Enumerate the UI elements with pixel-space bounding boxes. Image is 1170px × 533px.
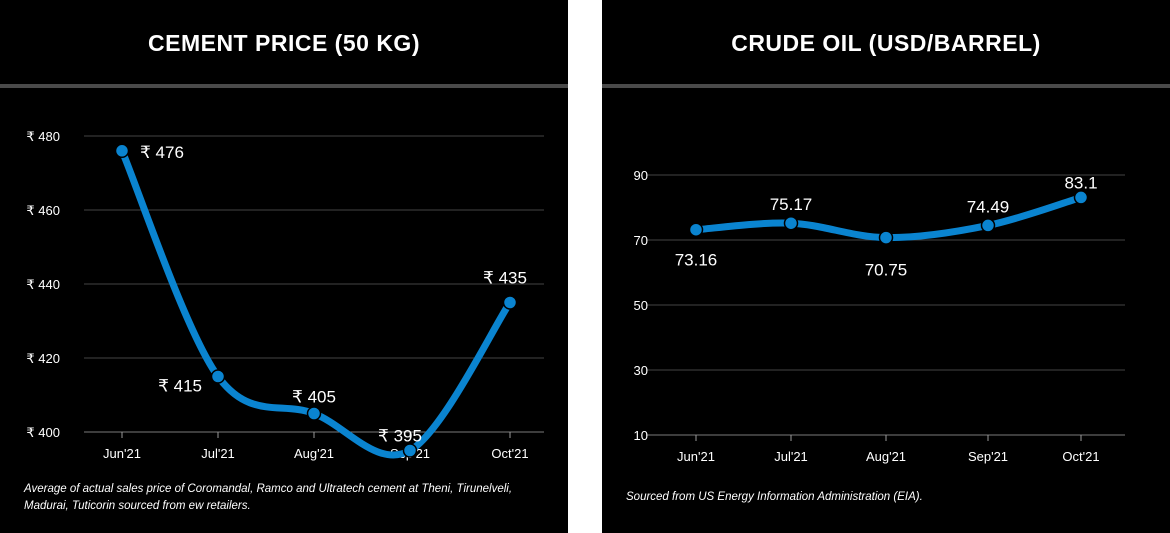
cement-chart-title: CEMENT PRICE (50 KG) [148, 30, 420, 56]
title-divider [602, 84, 1170, 88]
title-divider [0, 84, 568, 88]
cement-price-chart: ₹ 400 ₹ 420 ₹ 440 ₹ 460 ₹ 480 Jun'21 Jul'21 Aug… [26, 129, 544, 461]
data-point [502, 295, 518, 310]
crude-oil-panel: CRUDE OIL (USD/BARREL) 10 30 50 70 90 Jun'21 J… [602, 0, 1170, 533]
data-label: ₹ 405 [292, 388, 336, 407]
data-point [783, 215, 799, 231]
data-label: ₹ 435 [483, 269, 527, 288]
x-tick-label: Aug'21 [866, 449, 906, 464]
x-tick-label: Jul'21 [774, 449, 808, 464]
x-tick-label: Jul'21 [201, 446, 235, 461]
data-label: 83.1 [1064, 173, 1097, 192]
data-label: 70.75 [865, 261, 908, 280]
data-point [306, 406, 322, 421]
data-label: ₹ 476 [140, 143, 184, 162]
y-tick-label: ₹ 400 [26, 425, 60, 440]
data-point [402, 443, 418, 458]
x-tick-label: Oct'21 [491, 446, 528, 461]
x-tick-label: Jun'21 [103, 446, 141, 461]
cement-price-panel: CEMENT PRICE (50 KG) ₹ 400 ₹ 420 ₹ 440 ₹ 46… [0, 0, 568, 533]
x-tick-label: Aug'21 [294, 446, 334, 461]
y-tick-label: 10 [634, 428, 648, 443]
y-tick-label: ₹ 440 [26, 277, 60, 292]
crude-oil-chart: 10 30 50 70 90 Jun'21 Jul'21 Aug'21 Sep'21 Oct'21… [634, 168, 1125, 464]
x-tick-label: Jun'21 [677, 449, 715, 464]
y-tick-label: ₹ 460 [26, 203, 60, 218]
y-tick-label: 90 [634, 168, 648, 183]
x-tick-label: Sep'21 [968, 449, 1008, 464]
y-tick-label: ₹ 480 [26, 129, 60, 144]
y-tick-label: ₹ 420 [26, 351, 60, 366]
data-point [878, 230, 894, 245]
data-label: 73.16 [675, 251, 718, 270]
crude-oil-source-note: Sourced from US Energy Information Admin… [626, 491, 923, 503]
data-label: 74.49 [967, 197, 1010, 216]
y-tick-label: 50 [634, 298, 648, 313]
y-tick-label: 70 [634, 233, 648, 248]
data-label: 75.17 [770, 195, 813, 214]
crude-oil-chart-title: CRUDE OIL (USD/BARREL) [731, 30, 1041, 56]
data-label: ₹ 395 [378, 427, 422, 446]
data-point [1073, 190, 1089, 205]
cement-source-note: Average of actual sales price of Coroman… [24, 483, 513, 512]
x-tick-label: Oct'21 [1062, 449, 1099, 464]
data-point [688, 222, 704, 237]
data-point [114, 143, 130, 159]
y-tick-label: 30 [634, 363, 648, 378]
data-point [980, 218, 996, 233]
data-label: ₹ 415 [158, 377, 202, 396]
data-point [210, 369, 226, 384]
